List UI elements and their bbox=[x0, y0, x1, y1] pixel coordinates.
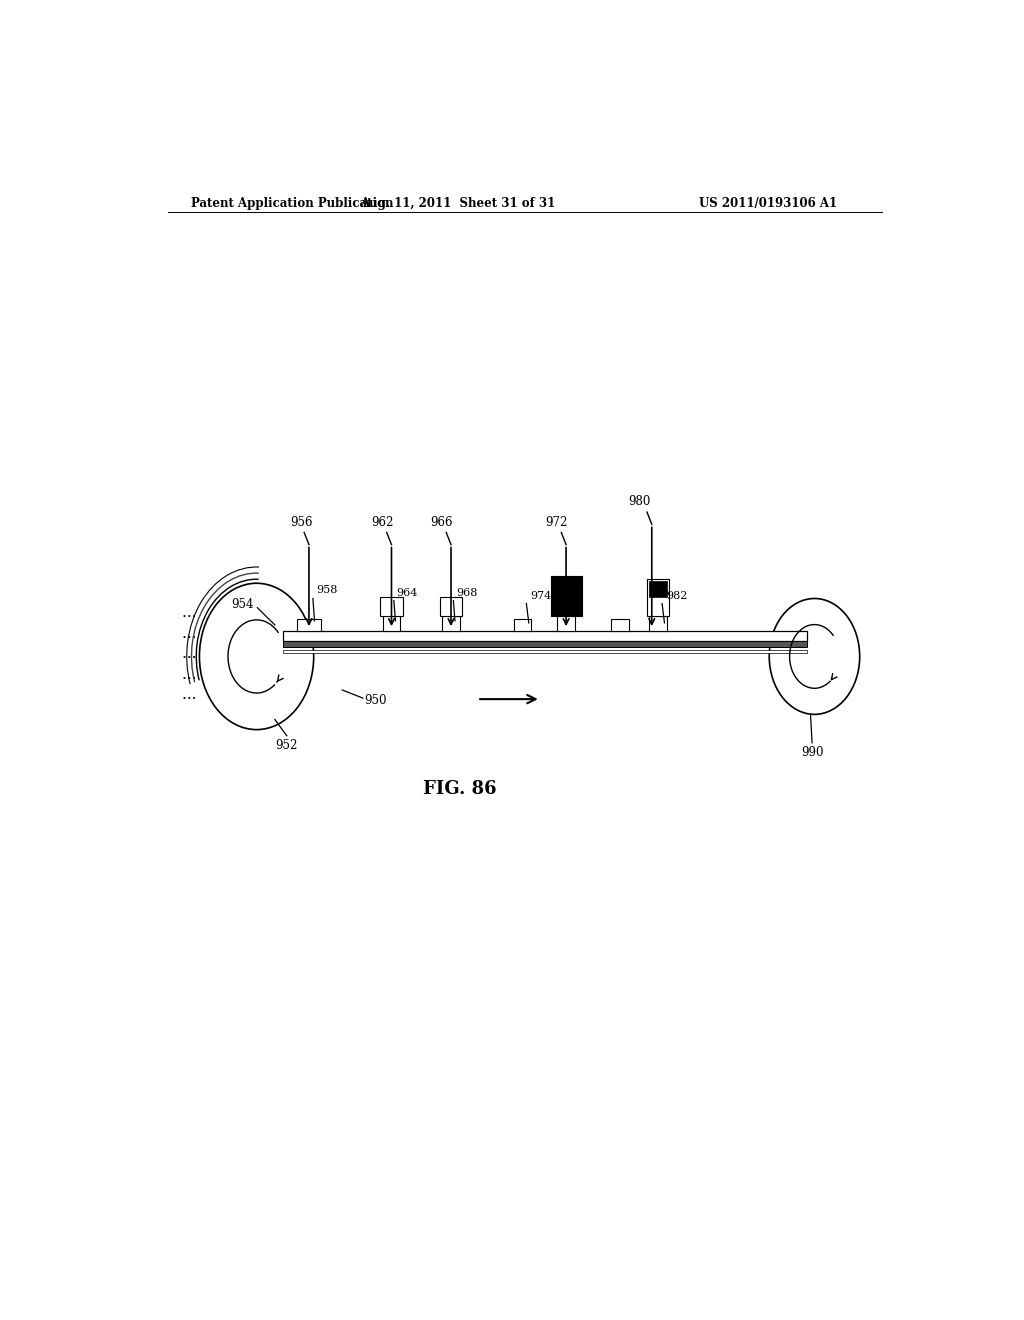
Bar bbox=[514, 619, 531, 631]
Text: US 2011/0193106 A1: US 2011/0193106 A1 bbox=[699, 197, 838, 210]
Text: Patent Application Publication: Patent Application Publication bbox=[191, 197, 394, 210]
Text: 962: 962 bbox=[371, 516, 393, 529]
Text: 952: 952 bbox=[275, 739, 298, 752]
Bar bbox=[283, 651, 807, 653]
Circle shape bbox=[769, 598, 860, 714]
Bar bbox=[383, 615, 400, 631]
Text: FIG. 86: FIG. 86 bbox=[423, 780, 497, 797]
Bar bbox=[551, 576, 582, 615]
Text: 980: 980 bbox=[629, 495, 651, 508]
Text: 964: 964 bbox=[396, 589, 418, 598]
Text: 950: 950 bbox=[365, 693, 387, 706]
Text: 956: 956 bbox=[290, 516, 312, 529]
Bar bbox=[283, 631, 807, 642]
Bar bbox=[380, 598, 402, 615]
Text: Aug. 11, 2011  Sheet 31 of 31: Aug. 11, 2011 Sheet 31 of 31 bbox=[359, 197, 555, 210]
Text: 968: 968 bbox=[456, 589, 477, 598]
Bar bbox=[647, 579, 670, 615]
Text: 974: 974 bbox=[530, 591, 552, 602]
Text: 982: 982 bbox=[666, 591, 687, 602]
Text: 990: 990 bbox=[801, 746, 823, 759]
Text: 972: 972 bbox=[546, 516, 567, 529]
Bar bbox=[283, 642, 807, 647]
Bar bbox=[297, 619, 322, 631]
Bar bbox=[649, 615, 667, 631]
Bar bbox=[440, 598, 462, 615]
Text: 958: 958 bbox=[316, 585, 338, 595]
Text: 954: 954 bbox=[230, 598, 253, 611]
Bar bbox=[442, 615, 460, 631]
Circle shape bbox=[200, 583, 313, 730]
Text: 966: 966 bbox=[430, 516, 453, 529]
Bar bbox=[557, 615, 574, 631]
Bar bbox=[649, 581, 667, 598]
Bar bbox=[611, 619, 629, 631]
